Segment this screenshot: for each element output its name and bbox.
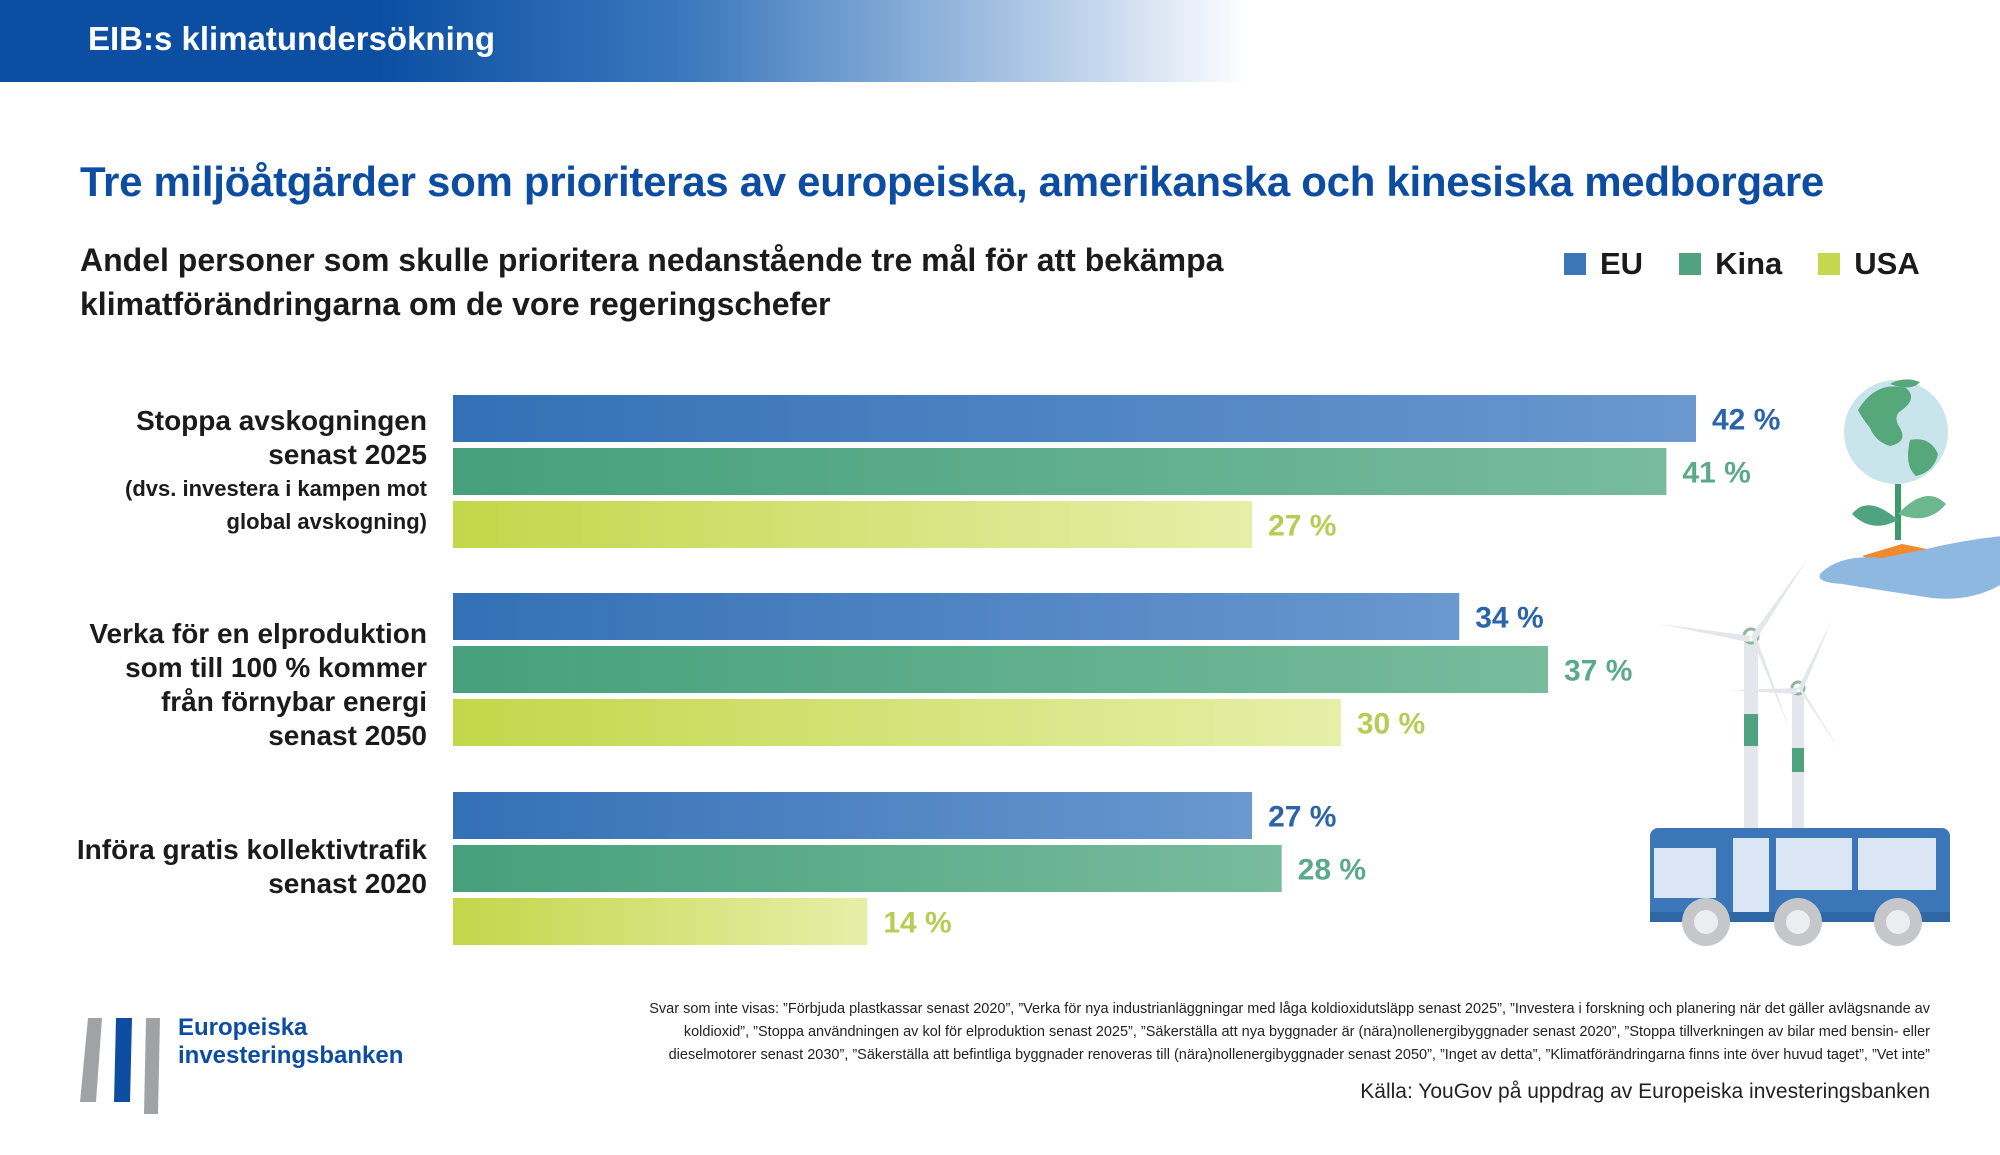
footnote: Svar som inte visas: ”Förbjuda plastkass… xyxy=(540,998,1930,1067)
footnote-line: koldioxid”, ”Stoppa användningen av kol … xyxy=(683,1024,1930,1040)
page-title: Tre miljöåtgärder som prioriteras av eur… xyxy=(80,158,1824,205)
data-label-eu-1: 34 % xyxy=(1475,602,1543,635)
chart-subtitle: Andel personer som skulle prioritera ned… xyxy=(80,238,1230,326)
category-line: senast 2025 xyxy=(268,439,427,470)
data-label-kina-1: 37 % xyxy=(1564,655,1632,688)
header-title: EIB:s klimatundersökning xyxy=(88,20,496,57)
eib-logo-icon xyxy=(80,1018,160,1114)
legend-swatch-kina xyxy=(1679,253,1702,275)
subtitle-line-2: klimatförändringarna om de vore regering… xyxy=(80,286,831,322)
category-line: Stoppa avskogningen xyxy=(136,405,427,436)
bar-eu-2 xyxy=(453,792,1253,839)
header-band xyxy=(0,0,1250,82)
legend-swatch-usa xyxy=(1818,253,1841,275)
bar-kina-2 xyxy=(453,845,1282,892)
category-label-deforestation: Stoppa avskogningen senast 2025 (dvs. in… xyxy=(125,404,427,538)
category-label-transit: Införa gratis kollektivtrafik senast 202… xyxy=(77,833,427,901)
legend-swatch-eu xyxy=(1564,253,1586,275)
category-line: senast 2050 xyxy=(268,720,427,751)
bus-icon xyxy=(1650,828,1950,946)
bar-usa-1 xyxy=(453,699,1341,746)
bar-usa-0 xyxy=(453,501,1253,548)
data-label-eu-0: 42 % xyxy=(1712,404,1780,437)
category-line: Införa gratis kollektivtrafik xyxy=(76,834,427,865)
legend-item-eu: EU xyxy=(1564,246,1643,282)
footnote-line: Svar som inte visas: ”Förbjuda plastkass… xyxy=(649,1001,1930,1017)
legend-item-kina: Kina xyxy=(1679,246,1782,282)
legend-label-eu: EU xyxy=(1600,246,1644,281)
bar-kina-1 xyxy=(453,646,1549,693)
footnote-line: dieselmotorer senast 2030”, ”Säkerställa… xyxy=(668,1047,1930,1063)
bars-group: 42 % 41 % 27 % 34 % 37 % 30 % 27 % 28 % 14 % xyxy=(453,395,1780,945)
category-line: Verka för en elproduktion xyxy=(89,618,427,649)
data-label-usa-1: 30 % xyxy=(1357,708,1425,741)
data-label-usa-0: 27 % xyxy=(1268,510,1336,543)
bar-usa-2 xyxy=(453,898,868,945)
bar-eu-1 xyxy=(453,593,1460,640)
logo-line-2: investeringsbanken xyxy=(178,1042,404,1069)
source-note: Källa: YouGov på uppdrag av Europeiska i… xyxy=(1360,1080,1930,1103)
category-note: (dvs. investera i kampen mot xyxy=(125,476,427,501)
subtitle-line-1: Andel personer som skulle prioritera ned… xyxy=(80,242,1224,278)
category-line: som till 100 % kommer xyxy=(125,652,427,683)
bar-kina-0 xyxy=(453,448,1667,495)
wind-turbine-icon xyxy=(1660,558,1840,846)
logo-line-1: Europeiska xyxy=(178,1014,308,1041)
category-line: senast 2020 xyxy=(268,868,427,899)
data-label-kina-0: 41 % xyxy=(1682,457,1750,490)
globe-plant-icon xyxy=(1819,379,2000,599)
legend: EU Kina USA xyxy=(1564,246,1920,282)
logo-text: Europeiska investeringsbanken xyxy=(178,1014,403,1070)
category-label-renewable: Verka för en elproduktion som till 100 %… xyxy=(89,617,427,753)
legend-label-kina: Kina xyxy=(1715,246,1783,281)
data-label-eu-2: 27 % xyxy=(1268,801,1336,834)
data-label-kina-2: 28 % xyxy=(1298,854,1366,887)
legend-label-usa: USA xyxy=(1854,246,1920,281)
category-note: global avskogning) xyxy=(226,509,427,534)
legend-item-usa: USA xyxy=(1818,246,1920,282)
category-line: från förnybar energi xyxy=(160,686,427,717)
bar-eu-0 xyxy=(453,395,1696,442)
data-label-usa-2: 14 % xyxy=(883,907,951,940)
